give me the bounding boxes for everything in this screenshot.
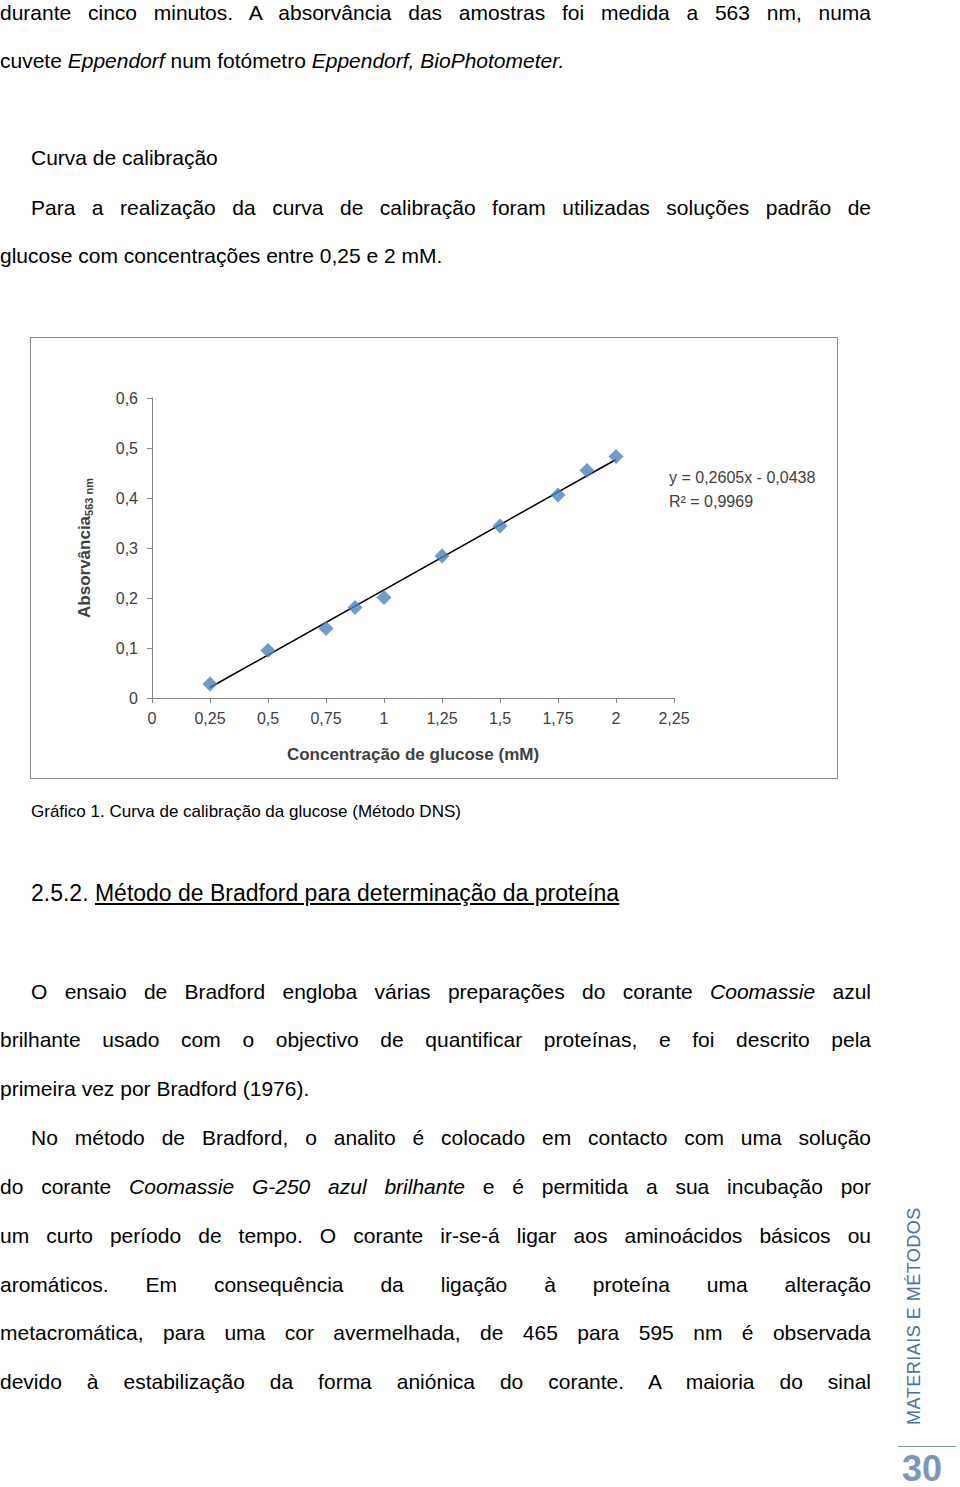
svg-text:1: 1 (380, 710, 389, 727)
html-text:O ensaio de Bradford engloba v: O ensaio de Bradford engloba várias prep… (31, 980, 871, 1003)
html-text:primeira vez por Bradford (197: primeira vez por Bradford (1976). (0, 1077, 310, 1100)
html-text:Curva de calibração: Curva de calibração (31, 146, 218, 169)
svg-text:Concentração de glucose (mM): Concentração de glucose (mM) (287, 745, 539, 764)
html-text:Para a realização da curva de: Para a realização da curva de calibração… (31, 196, 871, 219)
svg-text:0: 0 (129, 690, 138, 707)
svg-text:R² = 0,9969: R² = 0,9969 (669, 493, 753, 510)
svg-text:0,3: 0,3 (116, 540, 138, 557)
svg-text:0,75: 0,75 (310, 710, 341, 727)
svg-text:0,2: 0,2 (116, 590, 138, 607)
svg-text:1,5: 1,5 (489, 710, 511, 727)
svg-text:0,1: 0,1 (116, 640, 138, 657)
html-text:devido à estabilização da form: devido à estabilização da forma aniónica… (0, 1370, 871, 1393)
svg-text:1,75: 1,75 (542, 710, 573, 727)
html-text:2.5.2. Método de Bradford para: 2.5.2. Método de Bradford para determina… (31, 880, 620, 906)
svg-text:0,4: 0,4 (116, 490, 138, 507)
svg-text:0,5: 0,5 (257, 710, 279, 727)
svg-text:0,25: 0,25 (194, 710, 225, 727)
svg-text:0: 0 (148, 710, 157, 727)
svg-text:2: 2 (612, 710, 621, 727)
html-text:Gráfico 1. Curva de calibração: Gráfico 1. Curva de calibração da glucos… (31, 802, 461, 821)
svg-text:y = 0,2605x - 0,0438: y = 0,2605x - 0,0438 (669, 469, 815, 486)
svg-text:563 nm: 563 nm (83, 478, 95, 516)
html-text:do corante Coomassie G-250 azu: do corante Coomassie G-250 azul brilhant… (0, 1175, 871, 1198)
html-text:brilhante usado com o objectiv: brilhante usado com o objectivo de quant… (0, 1028, 871, 1051)
html-text:metacromática, para uma cor av: metacromática, para uma cor avermelhada,… (0, 1321, 871, 1344)
svg-text:1,25: 1,25 (426, 710, 457, 727)
svg-text:2,25: 2,25 (658, 710, 689, 727)
html-text:um curto período de tempo. O c: um curto período de tempo. O corante ir-… (0, 1224, 871, 1247)
html-text:No método de Bradford, o anali: No método de Bradford, o analito é coloc… (31, 1126, 871, 1149)
html-text:glucose com concentrações entr: glucose com concentrações entre 0,25 e 2… (0, 244, 443, 267)
svg-text:Absorvância: Absorvância (75, 515, 94, 618)
html-text:MATERIAIS E MÉTODOS: MATERIAIS E MÉTODOS (904, 1207, 924, 1425)
html-text:cuvete Eppendorf num fotómetro: cuvete Eppendorf num fotómetro Eppendorf… (0, 49, 565, 72)
svg-text:0,6: 0,6 (116, 390, 138, 407)
svg-text:0,5: 0,5 (116, 440, 138, 457)
html-text:aromáticos. Em consequência da: aromáticos. Em consequência da ligação à… (0, 1273, 871, 1296)
html-text:durante cinco minutos. A absor: durante cinco minutos. A absorvância das… (0, 1, 871, 24)
